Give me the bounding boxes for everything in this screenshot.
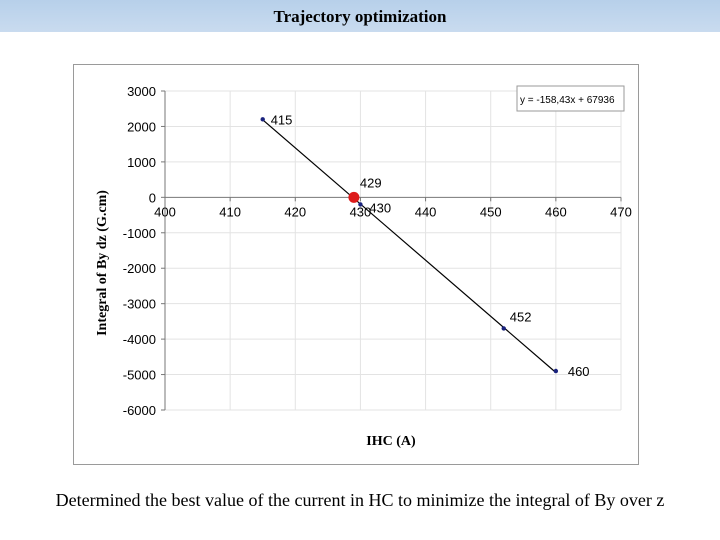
x-tick-label: 400: [154, 204, 176, 219]
y-tick-label: 1000: [127, 155, 156, 170]
data-point: [553, 368, 559, 374]
title-bar: Trajectory optimization: [0, 0, 720, 32]
label-layer: 415 430 452 460 429: [271, 112, 590, 379]
data-point-label: 430: [369, 200, 391, 215]
data-point: [501, 326, 506, 331]
y-tick-label: 0: [149, 190, 156, 205]
chart-frame: 400 410 420 430 440 450 460 470 3000 2000 1000 0 -10…: [73, 64, 639, 465]
x-tick-label: 420: [284, 204, 306, 219]
data-point-label: 460: [568, 364, 590, 379]
x-tick-label: 440: [415, 204, 437, 219]
y-tick-label: 2000: [127, 119, 156, 134]
x-tick-label: 410: [219, 204, 241, 219]
x-tick-label: 470: [610, 204, 632, 219]
trendline-equation: y = -158,43x + 67936: [520, 95, 615, 106]
chart: 400 410 420 430 440 450 460 470 3000 2000 1000 0 -10…: [95, 84, 632, 449]
data-point: [358, 202, 363, 207]
equation-box-border: [516, 85, 625, 112]
optimum-label: 429: [360, 175, 382, 190]
y-tick-label: -4000: [123, 332, 156, 347]
slide-caption: Determined the best value of the current…: [55, 490, 665, 510]
y-tick-label: -3000: [123, 297, 156, 312]
optimum-marker: [348, 191, 360, 203]
data-point-label: 415: [271, 112, 293, 127]
data-point: [260, 117, 265, 122]
series-layer: [260, 117, 559, 374]
y-axis-title: Integral of By dz (G.cm): [95, 190, 110, 336]
grid-layer: [164, 90, 622, 411]
x-tick-label: 450: [480, 204, 502, 219]
x-tick-label: 460: [545, 204, 567, 219]
y-tick-label: -5000: [123, 368, 156, 383]
y-tick-label: -1000: [123, 226, 156, 241]
data-point-label: 452: [510, 309, 532, 324]
x-axis-title: IHC (A): [366, 434, 416, 449]
slide-title: Trajectory optimization: [273, 7, 447, 26]
tick-layer: 400 410 420 430 440 450 460 470 3000 2000 1000 0 -10…: [123, 84, 632, 418]
equation-box: y = -158,43x + 67936: [516, 85, 625, 112]
y-tick-label: -6000: [123, 403, 156, 418]
axis-layer: [161, 90, 622, 411]
y-tick-label: -2000: [123, 261, 156, 276]
y-tick-label: 3000: [127, 84, 156, 99]
trendline: [262, 119, 557, 373]
